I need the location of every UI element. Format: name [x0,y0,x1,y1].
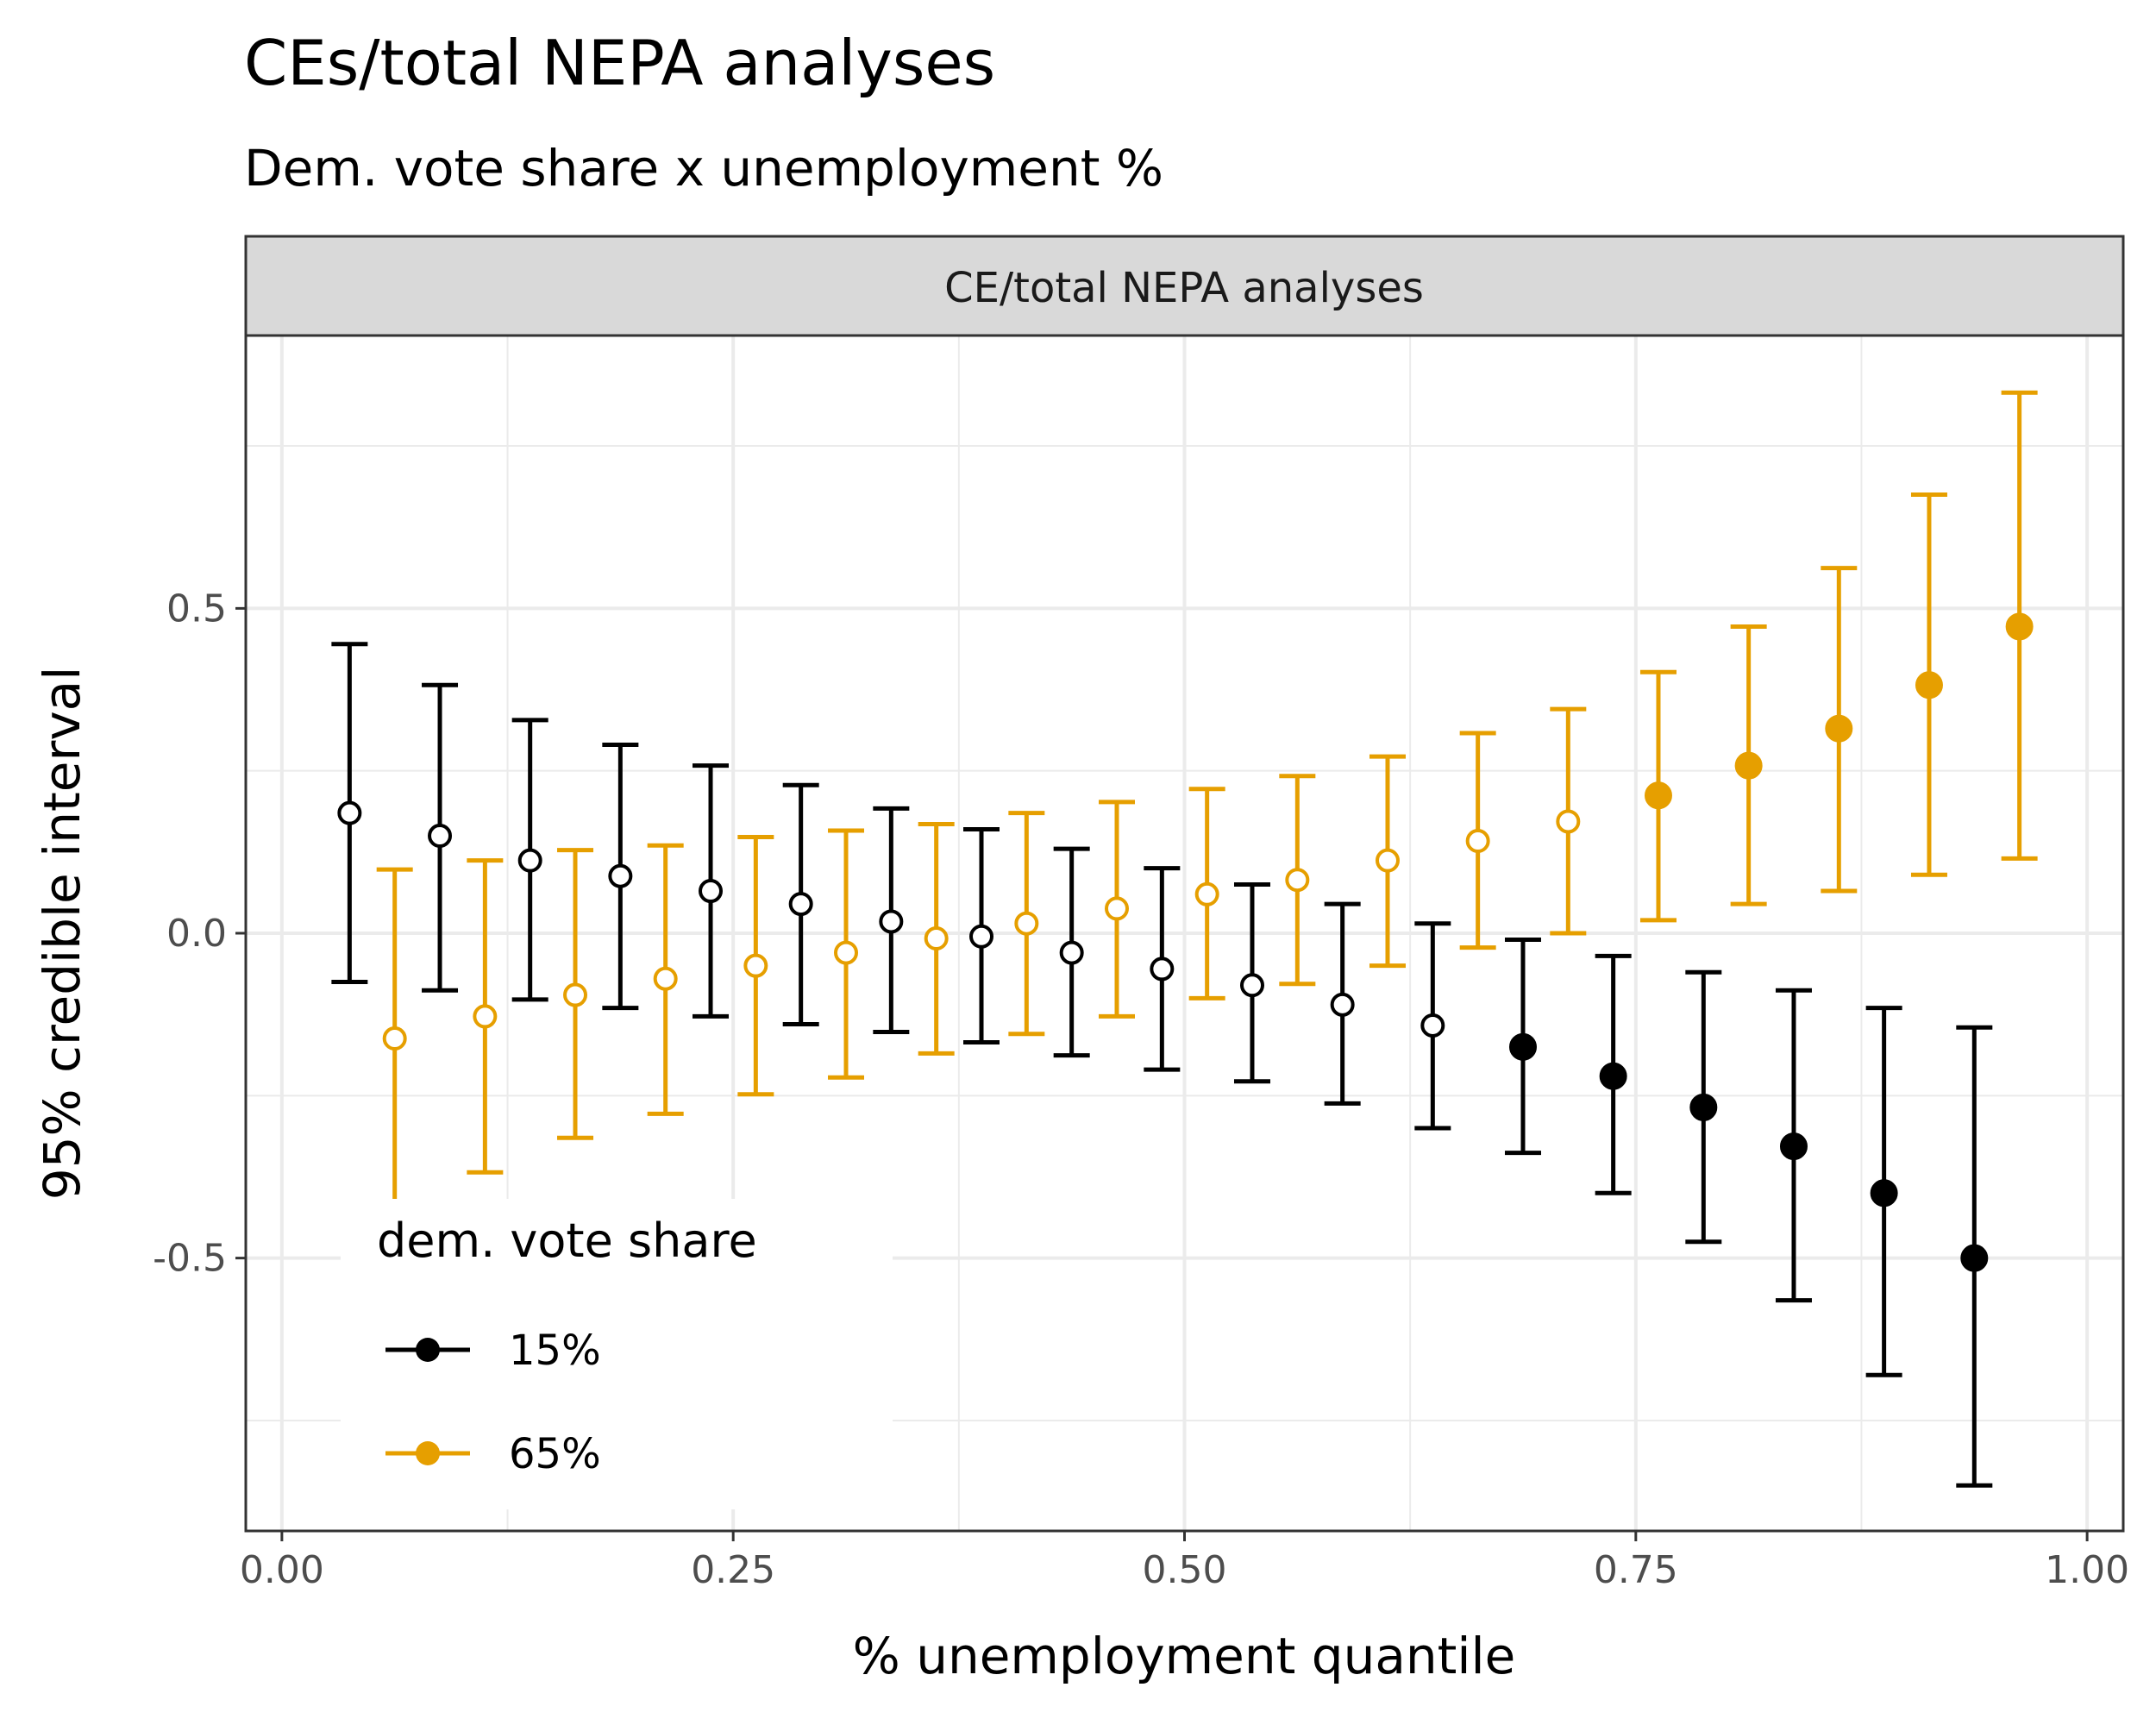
data-point [699,879,724,904]
y-tick-label: 0.0 [166,912,227,956]
data-point [1960,1244,1989,1272]
data-point [517,848,542,873]
data-point [1014,911,1039,936]
y-tick-label: -0.5 [153,1237,227,1281]
data-point [1915,671,1943,699]
data-point [428,824,453,849]
data-point [1644,781,1672,810]
data-point [1150,957,1175,982]
data-point [1420,1013,1445,1038]
data-point [653,966,678,991]
plot-panel: dem. vote share 15% 65% [244,334,2125,1533]
data-point [1508,1032,1537,1061]
data-point [382,1026,407,1051]
legend-item: 65% [385,1430,601,1478]
legend-label: 15% [509,1327,601,1375]
data-point [1194,881,1219,906]
data-point [1375,848,1400,873]
data-point [1465,829,1490,854]
data-point [969,924,994,949]
data-point [924,926,949,951]
legend-key-point [416,1338,440,1362]
x-axis-title: % unemployment quantile [853,1627,1516,1685]
data-point [879,909,904,934]
data-point [1779,1132,1808,1161]
data-point [1285,868,1310,893]
data-point [1825,714,1853,743]
legend-title: dem. vote share [377,1214,757,1268]
data-point [1105,896,1130,921]
legend-item: 15% [385,1327,601,1375]
y-axis-title: 95% credible interval [33,667,91,1201]
chart-subtitle: Dem. vote share x unemployment % [244,139,1163,198]
data-point [1734,751,1763,780]
data-point [743,953,768,978]
x-tick-label: 0.50 [1143,1548,1227,1592]
chart-title: CEs/total NEPA analyses [244,27,995,99]
data-point [608,863,633,888]
data-point [1059,940,1084,965]
y-tick-label: 0.5 [166,586,227,630]
data-point [563,982,588,1007]
data-point [1599,1062,1627,1090]
x-axis: 0.00 0.25 0.50 0.75 1.00 [240,1531,2129,1592]
data-point [473,1004,498,1029]
data-point [1556,809,1581,834]
data-point [1689,1093,1718,1121]
data-point [834,940,859,965]
x-tick-label: 0.75 [1594,1548,1678,1592]
x-tick-label: 0.25 [691,1548,775,1592]
facet-strip-label: CE/total NEPA analyses [944,264,1424,312]
data-point [1239,973,1264,998]
legend-label: 65% [509,1430,601,1478]
data-points [337,612,2034,1272]
data-point [1870,1179,1898,1208]
data-point [788,892,813,917]
x-tick-label: 1.00 [2045,1548,2129,1592]
data-point [2005,612,2034,641]
x-tick-label: 0.00 [240,1548,324,1592]
y-axis: -0.5 0.0 0.5 [153,586,246,1281]
legend-key-point [416,1441,440,1465]
facet-strip [244,235,2125,337]
legend: dem. vote share 15% 65% [341,1199,893,1509]
data-point [1330,992,1355,1017]
data-point [337,800,362,825]
